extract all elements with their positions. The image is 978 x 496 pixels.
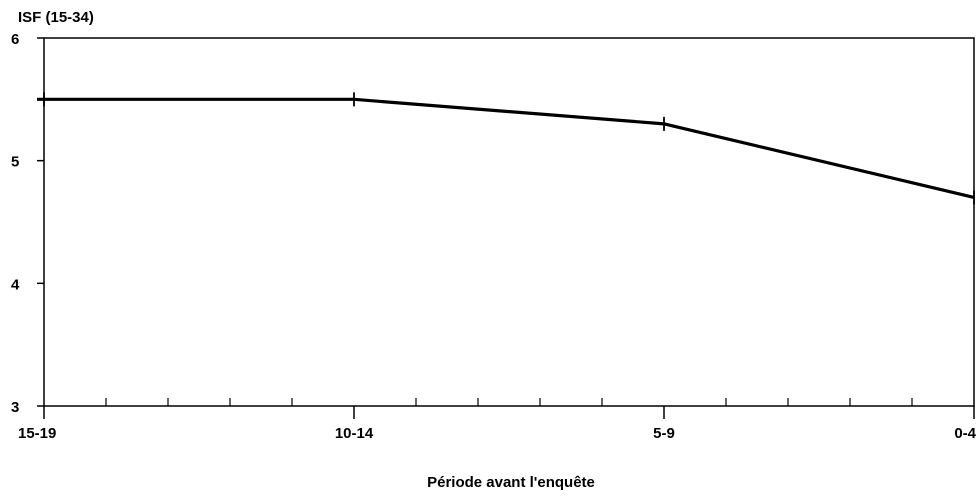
- x-tick-label: 10-14: [335, 425, 374, 442]
- y-tick-label: 5: [11, 154, 19, 171]
- x-axis-title: Période avant l'enquête: [427, 474, 595, 491]
- x-tick-label: 0-4: [954, 425, 976, 442]
- y-tick-label: 3: [11, 399, 19, 416]
- series-line: [37, 97, 975, 200]
- plot-frame: [43, 37, 975, 407]
- y-tick-label: 6: [11, 31, 19, 48]
- x-tick-label: 15-19: [18, 425, 56, 442]
- y-axis-title: ISF (15-34): [18, 9, 94, 26]
- series-group: [37, 92, 975, 205]
- x-axis-ticks: 15-19 10-14 5-9 0-4: [18, 398, 977, 442]
- y-tick-label: 4: [11, 276, 20, 293]
- y-axis-ticks: 3 4 5 6: [11, 31, 44, 416]
- x-tick-label: 5-9: [653, 425, 675, 442]
